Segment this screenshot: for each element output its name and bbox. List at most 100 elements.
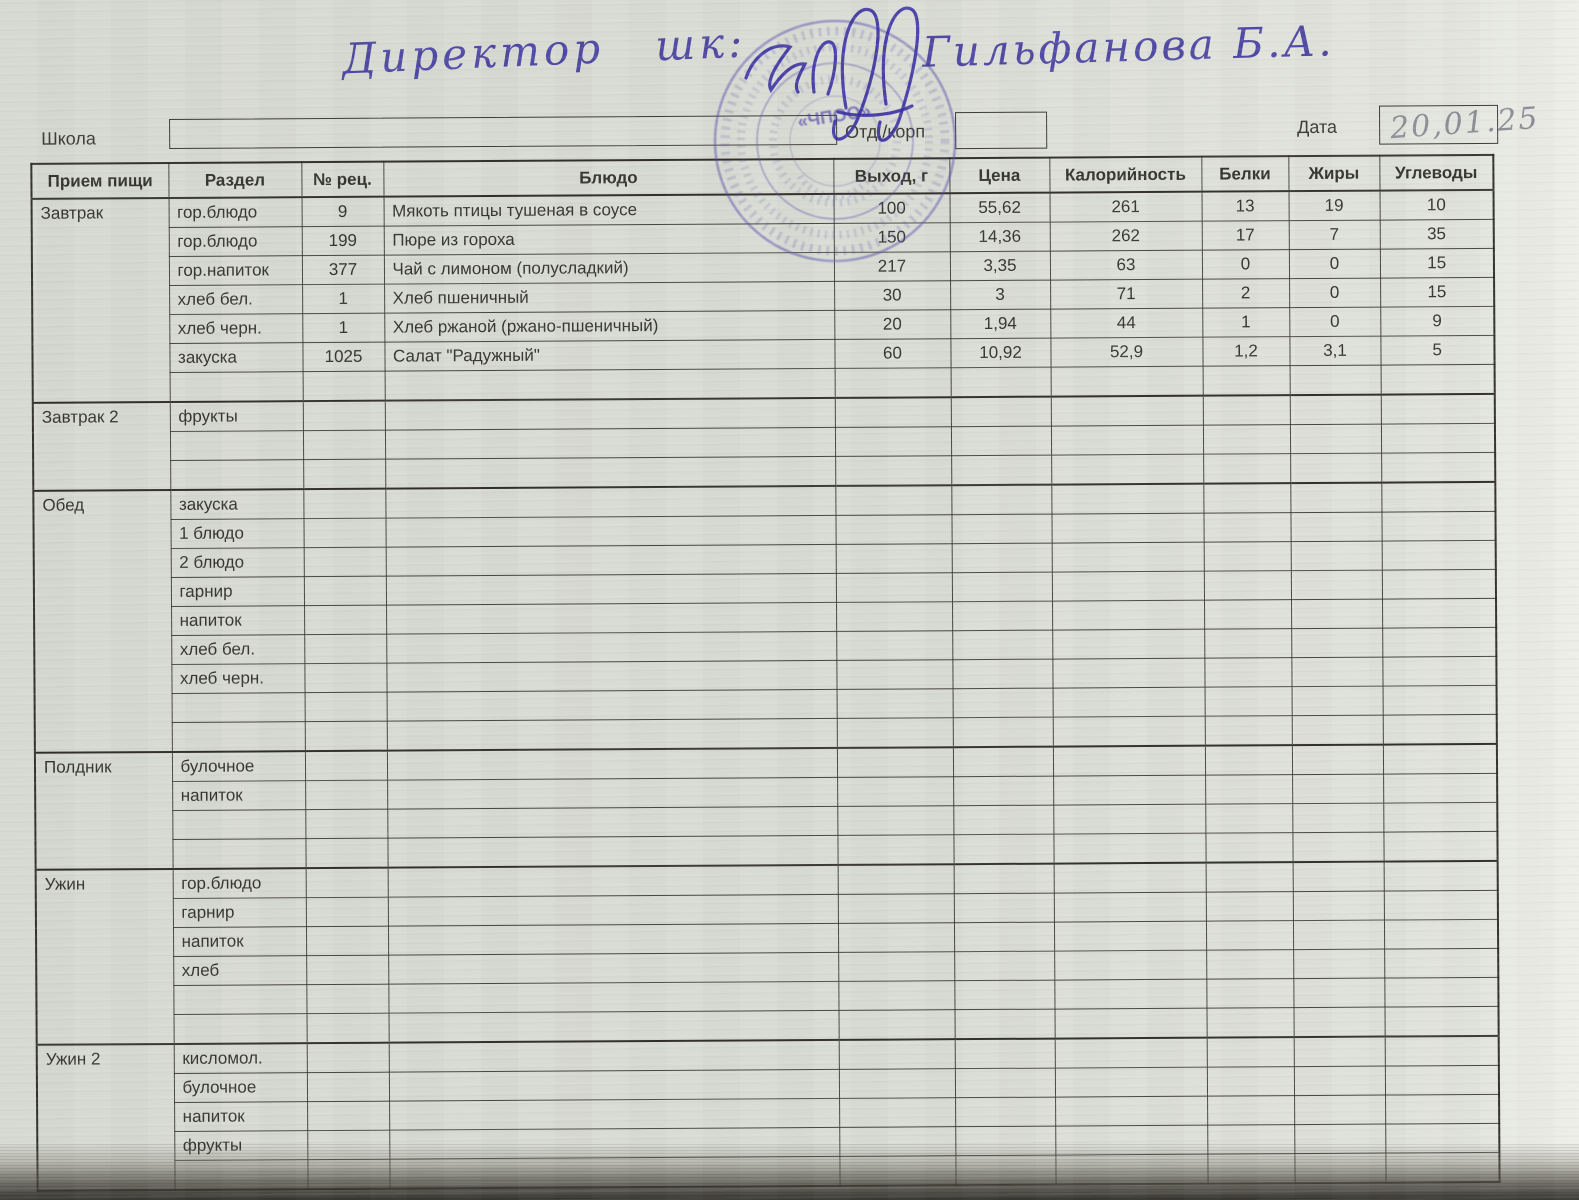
weight-cell [837, 805, 954, 836]
calories-cell [1054, 1037, 1207, 1069]
section-cell: 1 блюдо [170, 518, 304, 549]
protein-cell [1205, 832, 1293, 863]
recipe-num-cell [305, 867, 388, 898]
carbs-cell [1383, 802, 1498, 833]
protein-cell [1204, 745, 1293, 776]
protein-cell [1205, 803, 1293, 834]
fat-cell [1293, 949, 1385, 979]
section-cell [172, 838, 306, 869]
date-label: Дата [1297, 116, 1338, 138]
recipe-num-cell [305, 926, 389, 956]
recipe-num-cell [307, 1130, 390, 1160]
fat-cell: 0 [1289, 307, 1381, 337]
carbs-cell [1381, 569, 1497, 600]
dish-cell [385, 485, 836, 519]
protein-cell [1204, 715, 1292, 746]
calories-cell [1051, 513, 1204, 544]
calories-cell [1051, 483, 1204, 515]
protein-cell [1202, 365, 1290, 396]
calories-cell [1051, 454, 1204, 485]
price-cell: 10,92 [950, 338, 1051, 368]
weight-cell [835, 514, 952, 545]
protein-cell [1205, 862, 1293, 893]
carbs-cell [1383, 890, 1498, 921]
weight-cell [838, 951, 955, 982]
dish-cell [384, 397, 835, 431]
fat-cell: 19 [1288, 190, 1380, 221]
protein-cell [1206, 978, 1294, 1009]
weight-cell [838, 980, 955, 1011]
price-cell [952, 659, 1053, 689]
section-cell [172, 809, 306, 840]
recipe-num-cell [303, 488, 386, 519]
dish-cell [387, 835, 838, 868]
section-cell: кисломол. [173, 1043, 307, 1074]
carbs-cell [1385, 1152, 1500, 1183]
weight-cell [837, 893, 954, 924]
round-stamp: «ЧПОО» [704, 8, 966, 270]
dish-cell [384, 368, 835, 401]
fat-cell: 0 [1289, 278, 1381, 308]
section-cell: гор.напиток [168, 255, 303, 286]
dish-cell: Хлеб пшеничный [384, 281, 835, 314]
fat-cell [1292, 774, 1384, 804]
carbs-cell: 10 [1379, 189, 1494, 221]
price-cell [951, 572, 1053, 602]
carbs-cell [1384, 977, 1499, 1008]
fat-cell [1294, 1095, 1386, 1125]
weight-cell: 30 [834, 280, 951, 311]
carbs-cell: 35 [1379, 219, 1494, 250]
recipe-num-cell [305, 838, 388, 869]
carbs-cell [1380, 364, 1495, 395]
calories-cell [1054, 979, 1207, 1010]
meal-cell: Ужин [35, 868, 174, 1045]
dish-cell: Хлеб ржаной (ржано-пшеничный) [384, 310, 835, 343]
carbs-cell: 15 [1379, 248, 1495, 279]
dish-cell [387, 923, 839, 956]
column-header: Калорийность [1049, 156, 1202, 193]
fat-cell [1293, 1036, 1385, 1067]
price-cell [952, 630, 1053, 660]
fat-cell [1290, 453, 1382, 484]
weight-cell [836, 688, 953, 719]
recipe-num-cell [306, 1072, 390, 1102]
dish-cell [388, 981, 839, 1014]
recipe-num-cell [307, 1159, 390, 1190]
protein-cell [1205, 774, 1293, 805]
section-cell: напиток [171, 605, 305, 636]
recipe-num-cell: 1 [302, 284, 385, 314]
recipe-num-cell [305, 897, 388, 927]
column-header: № рец. [301, 161, 384, 198]
school-label: Школа [41, 128, 96, 149]
price-cell: 3 [950, 280, 1051, 310]
dish-cell [387, 894, 838, 927]
fat-cell [1290, 570, 1383, 600]
calories-cell [1051, 571, 1205, 602]
recipe-num-cell [304, 634, 387, 664]
fat-cell [1294, 1153, 1386, 1184]
fat-cell [1293, 978, 1385, 1008]
dish-cell [388, 952, 839, 985]
calories-cell: 52,9 [1050, 337, 1203, 368]
fat-cell [1291, 599, 1383, 629]
fat-cell [1292, 891, 1384, 921]
menu-table: Прием пищи Раздел № рец. Блюдо Выход, г Цена К… [30, 153, 1501, 1192]
protein-cell [1204, 657, 1292, 688]
price-cell [951, 484, 1052, 515]
recipe-num-cell: 377 [301, 255, 385, 285]
calories-cell [1052, 745, 1206, 777]
recipe-num-cell [304, 605, 387, 635]
price-cell [955, 1097, 1056, 1127]
carbs-cell [1382, 714, 1497, 745]
section-cell: хлеб черн. [169, 313, 303, 344]
carbs-cell [1384, 1065, 1500, 1096]
calories-cell [1053, 804, 1206, 835]
section-cell: хлеб [173, 955, 307, 986]
calories-cell: 63 [1049, 250, 1203, 281]
section-cell: хлеб черн. [171, 663, 305, 694]
carbs-cell [1382, 627, 1497, 658]
carbs-cell [1382, 743, 1498, 775]
section-cell: фрукты [174, 1130, 308, 1161]
weight-cell [838, 1068, 956, 1099]
price-cell [951, 514, 1052, 544]
